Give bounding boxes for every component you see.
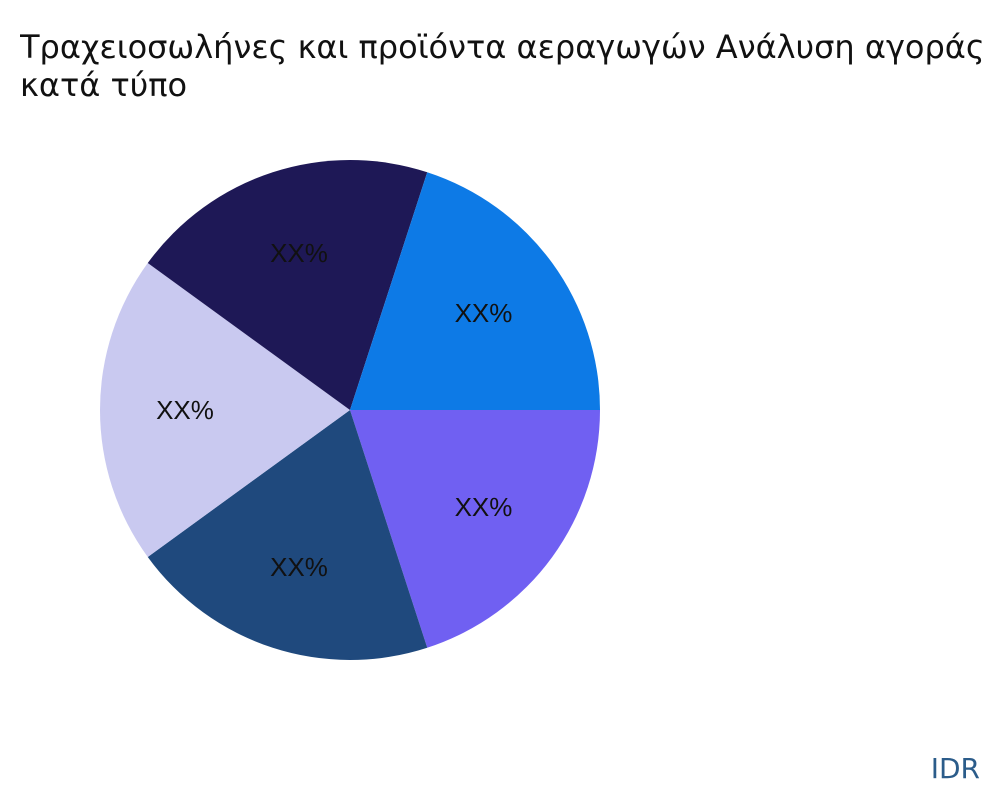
pie-slice-label-4: XX% (270, 238, 328, 268)
chart-title-line-1: Τραχειοσωλήνες και προϊόντα αεραγωγών Αν… (20, 28, 985, 66)
pie-slice-1 (350, 410, 600, 648)
chart-title-line-2: κατά τύπο (20, 66, 188, 104)
pie-slice-3 (100, 263, 350, 557)
pie-slice-2 (147, 410, 428, 660)
brand-logo-text: IDR (930, 752, 980, 785)
pie-slice-label-1: XX% (455, 492, 513, 522)
pie-slice-5 (350, 172, 600, 410)
chart-title: Τραχειοσωλήνες και προϊόντα αεραγωγών Αν… (20, 28, 1000, 104)
pie-slice-label-5: XX% (455, 298, 513, 328)
pie-slice-label-3: XX% (156, 395, 214, 425)
pie-slice-label-2: XX% (270, 552, 328, 582)
pie-slice-4 (147, 160, 428, 410)
